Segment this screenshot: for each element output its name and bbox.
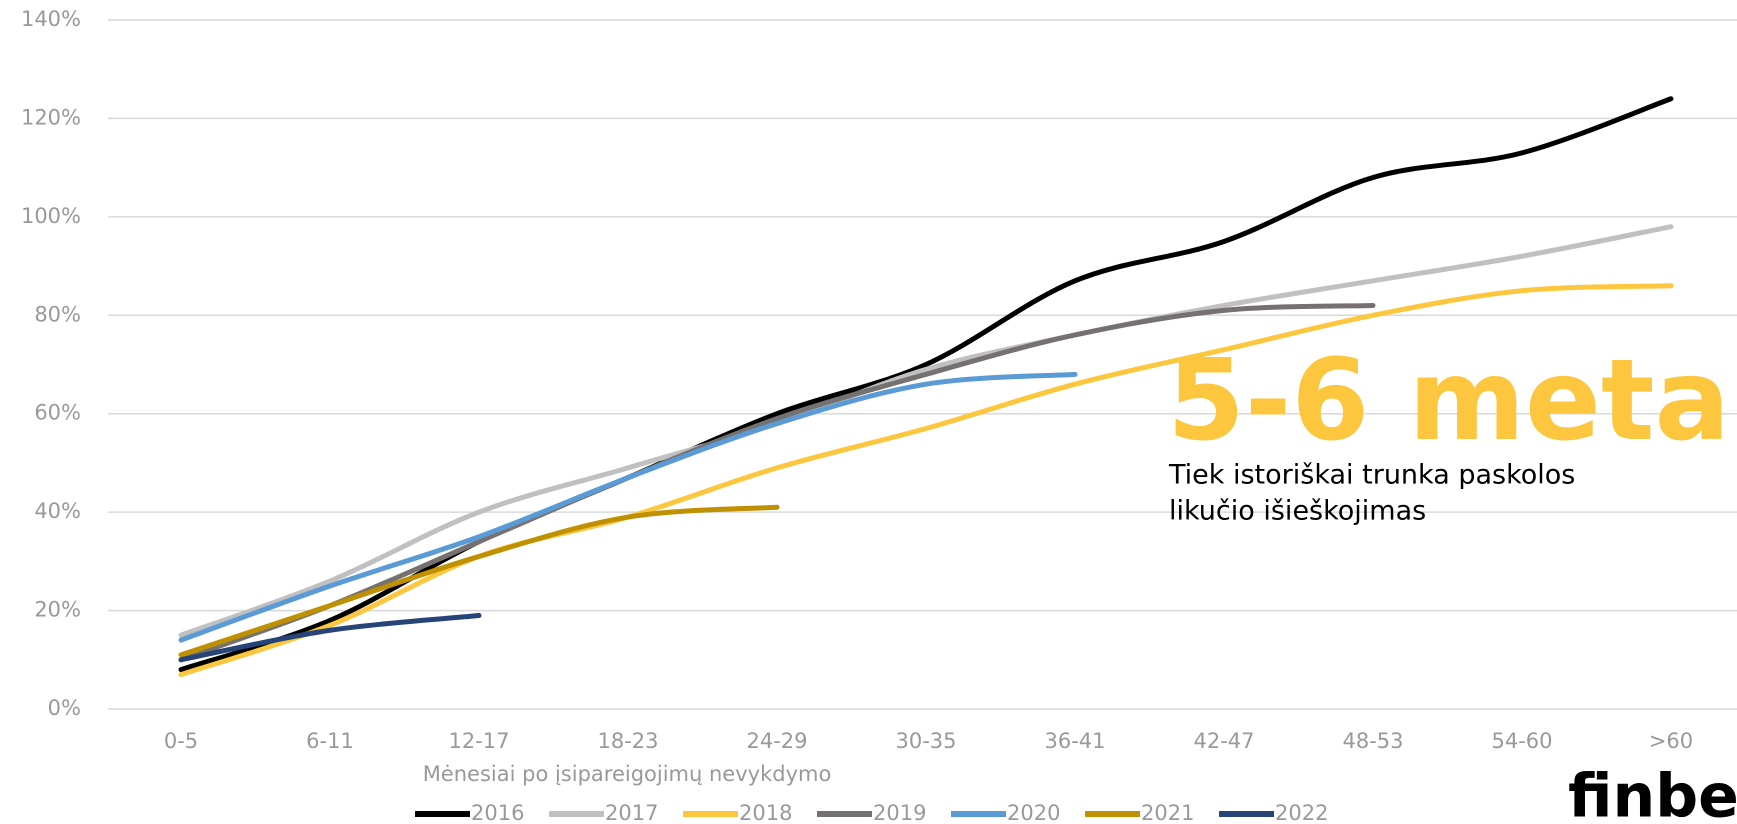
series-line	[178, 96, 1674, 673]
legend-label: 2016	[471, 801, 524, 824]
series-line	[178, 371, 1078, 643]
x-tick-label: 24-29	[746, 729, 807, 753]
legend-label: 2022	[1275, 801, 1328, 824]
logo: finbee	[1568, 762, 1737, 824]
series-line	[178, 612, 482, 663]
x-tick-label: 54-60	[1491, 729, 1552, 753]
series-line	[178, 504, 780, 658]
legend-label: 2018	[739, 801, 792, 824]
x-tick-label: 18-23	[597, 729, 658, 753]
legend: 2016 2017 2018 2019 2020 2021 2022	[415, 801, 1328, 824]
legend-label: 2020	[1007, 801, 1060, 824]
y-tick-label: 80%	[34, 302, 81, 326]
x-tick-label: 0-5	[164, 729, 198, 753]
y-tick-label: 20%	[34, 598, 81, 622]
x-tick-label: 42-47	[1193, 729, 1254, 753]
x-tick-label: >60	[1649, 729, 1693, 753]
x-axis-label: Mėnesiai po įsipareigojimų nevykdymo	[423, 762, 832, 786]
series-line	[178, 283, 1674, 678]
y-tick-label: 140%	[21, 7, 81, 31]
legend-label: 2017	[605, 801, 658, 824]
x-tick-label: 48-53	[1342, 729, 1403, 753]
series-line	[178, 224, 1674, 638]
plot: 0% 20% 40% 60% 80% 100% 120% 140% 0-5 6-11 12-17 18…	[21, 7, 1737, 824]
annotation-line: likučio išieškojimas	[1169, 496, 1426, 527]
y-tick-label: 0%	[48, 696, 81, 720]
legend-label: 2021	[1141, 801, 1194, 824]
y-tick-label: 120%	[21, 105, 81, 129]
x-tick-label: 12-17	[448, 729, 509, 753]
y-tick-label: 40%	[34, 499, 81, 523]
annotation-title: 5-6 metai	[1167, 336, 1737, 466]
y-tick-label: 100%	[21, 204, 81, 228]
x-tick-label: 6-11	[306, 729, 354, 753]
series-line	[178, 302, 1376, 663]
y-tick-label: 60%	[34, 401, 81, 425]
legend-label: 2019	[873, 801, 926, 824]
x-tick-label: 30-35	[895, 729, 956, 753]
x-tick-label: 36-41	[1044, 729, 1105, 753]
annotation-line: Tiek istoriškai trunka paskolos	[1168, 460, 1575, 491]
